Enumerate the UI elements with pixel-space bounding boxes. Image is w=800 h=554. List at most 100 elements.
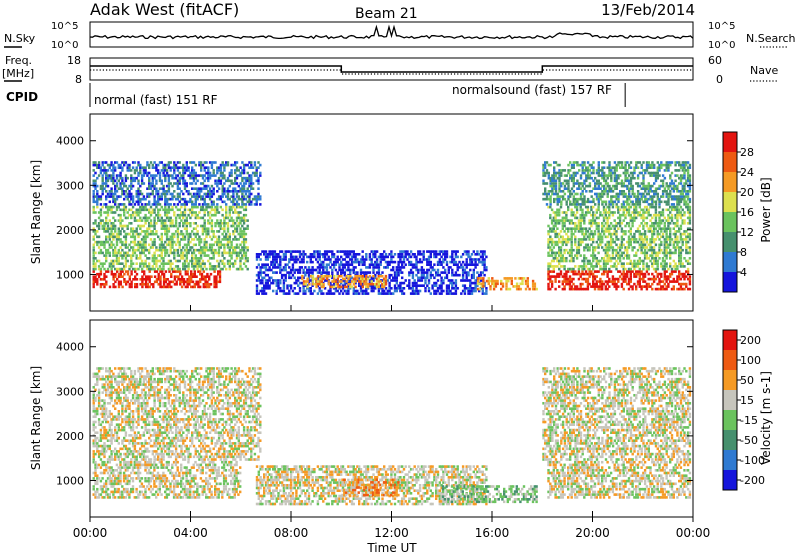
range-gate-cell	[295, 250, 298, 253]
range-gate-cell	[135, 208, 138, 212]
range-gate-cell	[652, 277, 656, 281]
range-gate-cell	[199, 265, 203, 268]
range-gate-cell	[397, 266, 400, 269]
range-gate-cell	[558, 254, 561, 257]
range-gate-cell	[157, 216, 160, 220]
range-gate-cell	[307, 271, 311, 274]
range-gate-cell	[445, 260, 449, 264]
range-gate-cell	[635, 254, 638, 257]
range-gate-cell	[196, 238, 199, 241]
range-gate-cell	[226, 197, 230, 201]
range-gate-cell	[652, 213, 656, 217]
range-gate-cell	[216, 208, 219, 212]
range-gate-cell	[225, 195, 228, 198]
range-gate-cell	[140, 166, 144, 169]
range-gate-cell	[203, 169, 206, 172]
range-gate-cell	[341, 258, 345, 261]
range-gate-cell	[595, 216, 598, 220]
range-gate-cell	[354, 280, 357, 283]
range-gate-cell	[322, 282, 325, 286]
range-gate-cell	[194, 205, 197, 209]
range-gate-cell	[447, 279, 450, 282]
range-gate-cell	[137, 243, 140, 247]
range-gate-cell	[235, 219, 239, 222]
range-gate-cell	[225, 243, 228, 247]
range-gate-cell	[579, 254, 582, 257]
range-gate-cell	[203, 251, 206, 255]
range-gate-cell	[615, 205, 618, 209]
range-gate-cell	[133, 240, 137, 244]
range-gate-cell	[590, 265, 593, 268]
range-gate-cell	[350, 255, 354, 259]
range-gate-cell	[97, 216, 101, 220]
range-gate-cell	[205, 230, 208, 233]
range-gate-cell	[345, 280, 348, 283]
range-gate-cell	[547, 262, 550, 265]
range-gate-cell	[103, 272, 106, 276]
range-gate-cell	[105, 280, 108, 284]
range-gate-cell	[563, 224, 566, 228]
range-gate-cell	[354, 266, 357, 269]
range-gate-cell	[624, 208, 627, 212]
range-gate-cell	[334, 258, 338, 261]
range-gate-cell	[263, 284, 266, 287]
range-gate-cell	[386, 260, 389, 264]
range-gate-cell	[586, 287, 590, 291]
range-gate-cell	[633, 216, 636, 220]
range-gate-cell	[268, 279, 271, 282]
range-gate-cell	[189, 211, 192, 214]
range-gate-cell	[160, 262, 163, 265]
range-gate-cell	[219, 205, 222, 209]
range-gate-cell	[106, 163, 110, 167]
range-gate-cell	[160, 240, 163, 244]
range-gate-cell	[212, 251, 215, 255]
range-gate-cell	[667, 216, 670, 220]
range-gate-cell	[92, 254, 95, 257]
range-gate-cell	[284, 292, 287, 295]
range-gate-cell	[158, 219, 162, 222]
range-gate-cell	[563, 259, 566, 263]
range-gate-cell	[365, 266, 368, 269]
range-gate-cell	[602, 230, 606, 233]
range-gate-cell	[579, 287, 582, 291]
range-gate-cell	[137, 203, 140, 206]
range-gate-cell	[208, 265, 212, 268]
range-gate-cell	[629, 232, 632, 236]
range-gate-cell	[463, 279, 467, 282]
range-gate-cell	[130, 216, 133, 220]
range-gate-cell	[635, 265, 638, 268]
range-gate-cell	[212, 161, 215, 164]
range-gate-cell	[343, 281, 346, 285]
range-gate-cell	[99, 184, 103, 188]
range-gate-cell	[352, 292, 355, 295]
range-gate-cell	[148, 179, 151, 183]
range-gate-cell	[257, 279, 260, 282]
range-gate-cell	[284, 279, 287, 282]
range-gate-cell	[570, 219, 573, 222]
range-gate-cell	[593, 219, 597, 222]
range-gate-cell	[112, 235, 115, 239]
range-gate-cell	[323, 250, 327, 253]
range-gate-cell	[230, 190, 233, 193]
range-gate-cell	[198, 265, 201, 268]
range-gate-cell	[192, 232, 196, 236]
range-gate-cell	[187, 200, 190, 204]
range-gate-cell	[144, 254, 147, 257]
range-gate-cell	[140, 238, 144, 241]
range-gate-cell	[194, 257, 197, 260]
range-gate-cell	[418, 284, 422, 287]
range-gate-cell	[207, 174, 210, 177]
range-gate-cell	[609, 238, 613, 241]
range-gate-cell	[606, 211, 609, 214]
range-gate-cell	[137, 267, 140, 271]
range-gate-cell	[148, 187, 151, 190]
range-gate-cell	[219, 169, 223, 172]
range-gate-cell	[465, 250, 468, 253]
range-gate-cell	[613, 240, 616, 244]
range-gate-cell	[469, 292, 472, 295]
range-gate-cell	[114, 187, 117, 190]
range-gate-cell	[601, 235, 604, 239]
range-gate-cell	[185, 190, 188, 193]
range-gate-cell	[101, 187, 104, 190]
range-gate-cell	[119, 232, 122, 236]
